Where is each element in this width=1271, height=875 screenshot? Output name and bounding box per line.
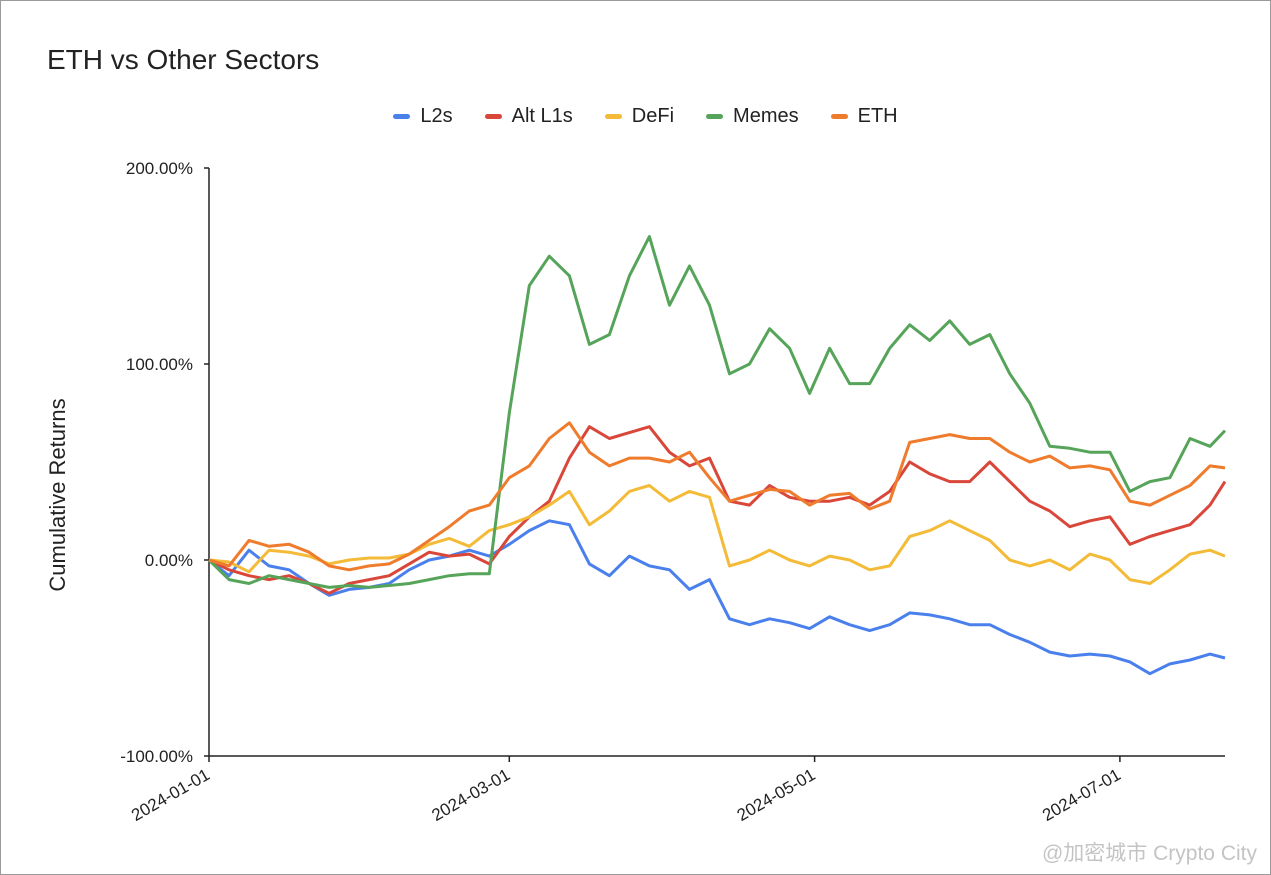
legend: L2s Alt L1s DeFi Memes ETH: [0, 105, 1271, 128]
y-tick-label: 0.00%: [145, 551, 193, 570]
legend-item-alt-l1s[interactable]: Alt L1s: [484, 105, 573, 128]
x-tick-label: 2024-03-01: [428, 765, 513, 825]
y-tick-label: 100.00%: [126, 355, 193, 374]
y-tick-label: 200.00%: [126, 159, 193, 178]
legend-swatch: [393, 114, 411, 119]
legend-item-defi[interactable]: DeFi: [604, 105, 675, 128]
x-tick-label: 2024-07-01: [1039, 765, 1124, 825]
series-line-defi: [208, 484, 1226, 585]
series-line-alt-l1s: [208, 425, 1227, 595]
x-tick-label: 2024-01-01: [128, 765, 213, 825]
legend-label: ETH: [857, 105, 898, 127]
x-tick-label: 2024-05-01: [734, 765, 819, 825]
legend-swatch: [604, 114, 622, 119]
legend-item-memes[interactable]: Memes: [706, 105, 799, 128]
legend-item-eth[interactable]: ETH: [830, 105, 898, 128]
series-line-memes: [207, 235, 1227, 589]
legend-label: Alt L1s: [511, 105, 573, 127]
series-line-l2s: [208, 519, 1226, 676]
legend-swatch: [484, 114, 502, 119]
legend-swatch: [706, 114, 724, 119]
legend-label: L2s: [420, 105, 453, 127]
watermark: @加密城市 Crypto City: [1041, 842, 1257, 865]
chart-title: ETH vs Other Sectors: [47, 44, 320, 75]
y-tick-label: -100.00%: [120, 747, 193, 766]
legend-item-l2s[interactable]: L2s: [393, 105, 453, 128]
series-line-eth: [208, 421, 1226, 572]
legend-label: Memes: [733, 105, 799, 127]
legend-label: DeFi: [631, 105, 675, 127]
legend-swatch: [830, 114, 848, 119]
